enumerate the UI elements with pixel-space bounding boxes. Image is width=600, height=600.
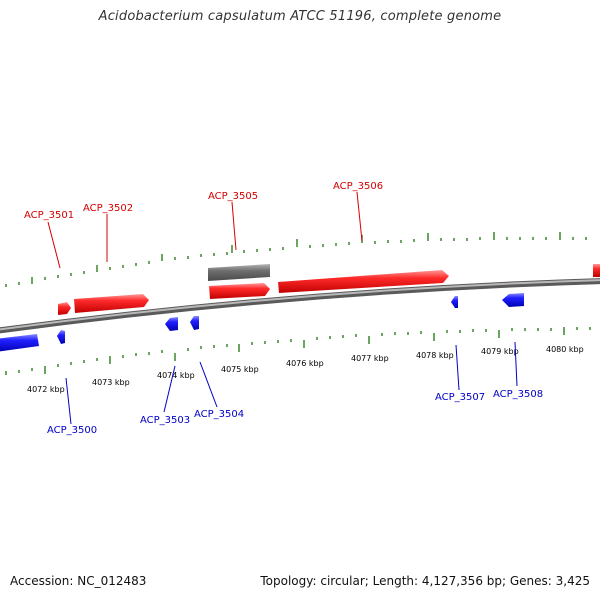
- scale-label: 4077 kbp: [351, 354, 389, 363]
- forward-genes: [58, 264, 600, 315]
- accession-text: Accession: NC_012483: [10, 574, 147, 588]
- genome-summary: Topology: circular; Length: 4,127,356 bp…: [260, 574, 590, 588]
- gene-arrow: [165, 317, 178, 331]
- gene-label: ACP_3504: [194, 409, 244, 420]
- forward-leaders: [47, 191, 363, 269]
- gene-label: ACP_3507: [435, 392, 485, 403]
- reverse-leaders: [65, 341, 518, 425]
- gene-arrow: [74, 294, 149, 313]
- gene-arrow: [502, 293, 524, 307]
- gene-arrow: [278, 270, 449, 293]
- lower-tick-row: [5, 327, 591, 375]
- scale-label: 4074 kbp: [157, 371, 195, 380]
- genome-backbone: [0, 278, 600, 334]
- gene-label: ACP_3500: [47, 425, 97, 436]
- other-feature: [208, 264, 270, 281]
- upper-tick-row: [5, 232, 587, 287]
- gene-label: ACP_3505: [208, 191, 258, 202]
- scale-label: 4072 kbp: [27, 385, 65, 394]
- scale-label: 4078 kbp: [416, 351, 454, 360]
- gene-arrow: [593, 264, 600, 277]
- gene-label: ACP_3506: [333, 181, 383, 192]
- scale-label: 4079 kbp: [481, 347, 519, 356]
- gene-arrow: [0, 334, 39, 352]
- gene-arrow: [58, 302, 71, 315]
- gene-arrow: [57, 330, 65, 344]
- gene-arrow: [190, 316, 199, 330]
- gene-arrow: [209, 283, 270, 299]
- gene-arrow: [451, 296, 458, 308]
- scale-label: 4080 kbp: [546, 345, 584, 354]
- gene-label: ACP_3501: [24, 210, 74, 221]
- scale-label: 4076 kbp: [286, 359, 324, 368]
- scale-label: 4075 kbp: [221, 365, 259, 374]
- reverse-gene-labels: ACP_3500 ACP_3503 ACP_3504 ACP_3507 ACP_…: [47, 389, 543, 436]
- gene-label: ACP_3503: [140, 415, 190, 426]
- gene-label: ACP_3508: [493, 389, 543, 400]
- map-title: Acidobacterium capsulatum ATCC 51196, co…: [98, 9, 502, 24]
- gene-label: ACP_3502: [83, 203, 133, 214]
- forward-gene-labels: ACP_3501 ACP_3502 ACP_3505 ACP_3506: [24, 181, 383, 221]
- scale-labels: 4072 kbp 4073 kbp 4074 kbp 4075 kbp 4076…: [27, 345, 584, 394]
- scale-label: 4073 kbp: [92, 378, 130, 387]
- reverse-genes: [0, 293, 524, 352]
